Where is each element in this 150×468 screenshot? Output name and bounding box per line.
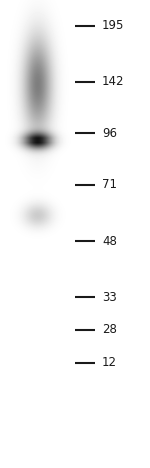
Text: 195: 195 — [102, 19, 124, 32]
Text: 33: 33 — [102, 291, 117, 304]
Text: 12: 12 — [102, 356, 117, 369]
Text: 71: 71 — [102, 178, 117, 191]
Text: 142: 142 — [102, 75, 124, 88]
Text: 96: 96 — [102, 127, 117, 140]
Text: 48: 48 — [102, 234, 117, 248]
Text: 28: 28 — [102, 323, 117, 336]
